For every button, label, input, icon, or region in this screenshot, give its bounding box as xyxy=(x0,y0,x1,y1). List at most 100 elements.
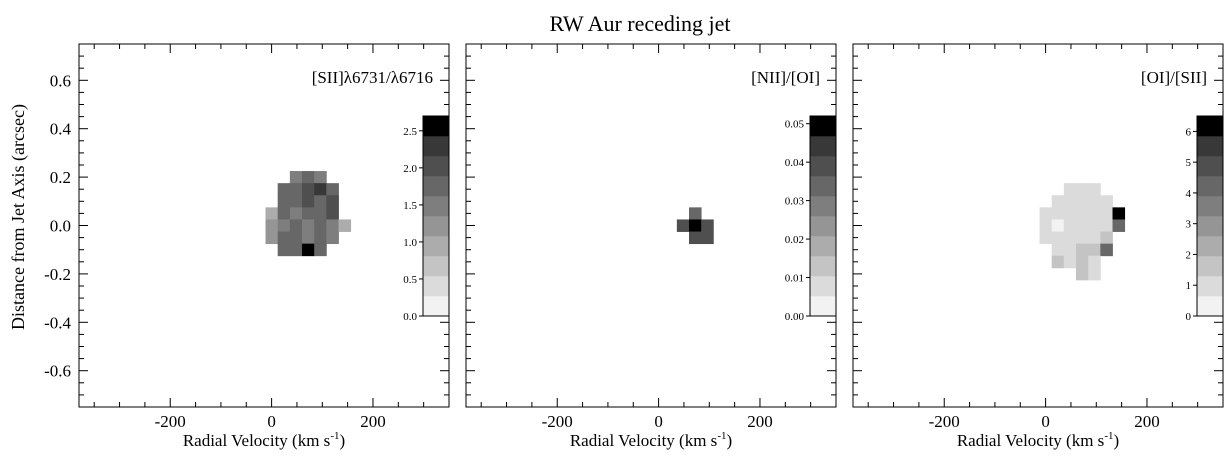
heatmap-cell xyxy=(1100,219,1113,232)
heatmap-cell xyxy=(289,183,303,196)
x-axis-label: Radial Velocity (km s-1) xyxy=(183,430,345,450)
colorbar-tick-label: 0.04 xyxy=(785,157,805,169)
x-tick-label: 0 xyxy=(1041,412,1050,431)
heatmap-cell xyxy=(326,183,339,196)
heatmap-cell xyxy=(1088,243,1101,257)
colorbar-tick-label: 2.0 xyxy=(403,163,417,175)
colorbar-segment xyxy=(423,296,449,317)
heatmap-cell xyxy=(338,219,352,232)
colorbar-segment xyxy=(1197,236,1223,257)
colorbar-tick-label: 5 xyxy=(1186,157,1192,169)
colorbar-segment xyxy=(1197,296,1223,317)
panel-title: [SII]λ6731/λ6716 xyxy=(312,68,433,87)
heatmap-cell xyxy=(1063,219,1077,232)
heatmap-cell xyxy=(289,207,303,220)
heatmap-cell xyxy=(1088,207,1101,220)
colorbar-segment xyxy=(423,196,449,217)
heatmap-cell xyxy=(1112,219,1126,232)
heatmap-cell xyxy=(701,231,714,245)
panel-1: -200 0 200 -0.6 -0.4 -0.2 0.0 0.2 0.4 0.6 Radial V… xyxy=(44,43,450,450)
colorbar-segment xyxy=(810,296,836,317)
heatmap-cell xyxy=(277,219,291,232)
y-tick-label: -0.2 xyxy=(44,265,71,284)
colorbar-segment xyxy=(1197,136,1223,157)
colorbar-segment xyxy=(1197,156,1223,177)
heatmap-cell xyxy=(289,195,303,208)
colorbar-segment xyxy=(1197,116,1223,137)
colorbar-segment xyxy=(423,156,449,177)
colorbar-tick-label: 0 xyxy=(1186,311,1192,323)
heatmap-cell xyxy=(1076,231,1089,245)
heatmap-cell xyxy=(1076,243,1089,257)
heatmap-cell xyxy=(289,231,303,245)
heatmap-cell xyxy=(1088,219,1101,232)
colorbar-segment xyxy=(1197,176,1223,197)
colorbar-segment xyxy=(423,256,449,277)
heatmap-cell xyxy=(265,219,279,232)
panel-title: [OI]/[SII] xyxy=(1141,68,1207,87)
heatmap-cell xyxy=(1100,195,1113,208)
colorbar-tick-label: 0.02 xyxy=(785,234,804,246)
y-axis-label: Distance from Jet Axis (arcsec) xyxy=(8,104,29,330)
colorbar-segment xyxy=(810,276,836,297)
colorbar-tick-label: 0.01 xyxy=(785,273,804,285)
heatmap-cell xyxy=(1039,207,1053,220)
colorbar-segment xyxy=(423,136,449,157)
colorbar-tick-label: 1.0 xyxy=(403,237,417,249)
colorbar-tick-label: 2.5 xyxy=(403,126,417,138)
heatmap-cell xyxy=(1063,255,1077,269)
x-tick-label: -200 xyxy=(929,412,960,431)
heatmap-cell xyxy=(302,195,315,208)
colorbar-tick-label: 0.0 xyxy=(403,311,417,323)
colorbar-segment xyxy=(1197,196,1223,217)
heatmap-cell xyxy=(1088,231,1101,245)
heatmap-cell xyxy=(1051,219,1065,232)
colorbar-frame xyxy=(422,115,450,317)
colorbar-tick-label: 4 xyxy=(1186,188,1192,200)
heatmap-cell xyxy=(701,219,714,232)
colorbar-tick-label: 2 xyxy=(1186,249,1192,261)
y-tick-label: -0.4 xyxy=(44,313,71,332)
heatmap-cell xyxy=(1088,267,1101,281)
panel-title: [NII]/[OI] xyxy=(751,68,820,87)
heatmap-cell xyxy=(302,171,315,184)
heatmap-cell xyxy=(1063,183,1077,196)
x-axis-label: Radial Velocity (km s-1) xyxy=(570,430,732,450)
y-tick-label: -0.6 xyxy=(44,362,71,381)
heatmap-cell xyxy=(1100,243,1113,257)
heatmap-cell xyxy=(1076,267,1089,281)
plot-frame xyxy=(852,43,1224,408)
colorbar-tick-label: 1 xyxy=(1186,280,1192,292)
heatmap-cell xyxy=(1076,183,1089,196)
heatmap-cell xyxy=(689,207,702,220)
heatmap-cell xyxy=(1076,219,1089,232)
plot-frame xyxy=(78,43,450,408)
heatmap-cell xyxy=(1063,231,1077,245)
colorbar-tick-label: 0.5 xyxy=(403,274,417,286)
heatmap-cell xyxy=(1063,243,1077,257)
colorbar-tick-label: 0.00 xyxy=(785,311,805,323)
heatmap-cell xyxy=(1051,207,1065,220)
heatmap-cell xyxy=(689,231,702,245)
heatmap-cell xyxy=(1051,255,1065,269)
heatmap-cell xyxy=(1051,195,1065,208)
y-tick-label: 0.0 xyxy=(50,217,71,236)
colorbar-segment xyxy=(810,196,836,217)
figure-title: RW Aur receding jet xyxy=(549,11,730,36)
colorbar-segment xyxy=(1197,216,1223,237)
heatmap-cell xyxy=(676,219,690,232)
x-tick-label: 200 xyxy=(747,412,773,431)
colorbar-segment xyxy=(423,236,449,257)
heatmap-cell xyxy=(289,243,303,257)
y-tick-label: 0.4 xyxy=(50,120,72,139)
colorbar-segment xyxy=(810,256,836,277)
heatmap-cell xyxy=(1051,231,1065,245)
x-tick-label: 0 xyxy=(267,412,276,431)
heatmap-cell xyxy=(1100,231,1113,245)
heatmap-cell xyxy=(314,231,327,245)
colorbar-frame xyxy=(809,115,837,317)
colorbar-tick-label: 0.03 xyxy=(785,196,805,208)
heatmap-cell xyxy=(314,219,327,232)
heatmap-cell xyxy=(277,207,291,220)
heatmap-cell xyxy=(314,243,327,257)
